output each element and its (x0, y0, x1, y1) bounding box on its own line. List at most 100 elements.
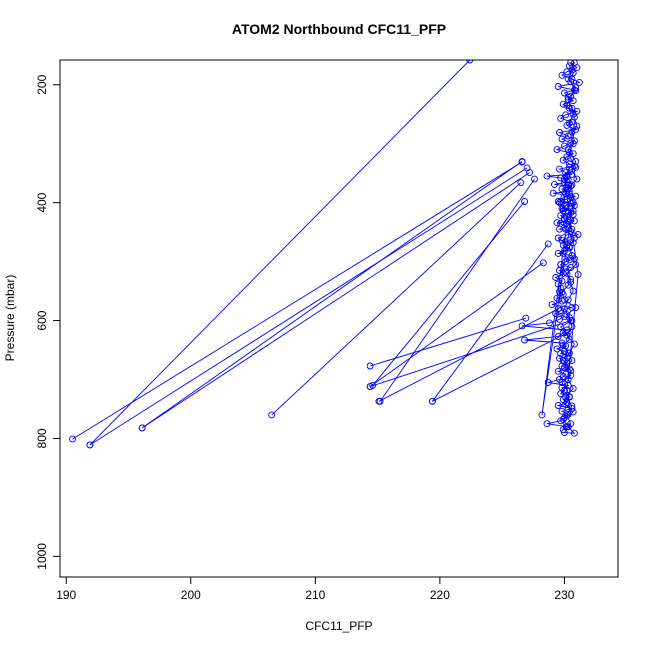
data-point (562, 169, 570, 177)
data-point (564, 184, 572, 192)
data-point (558, 236, 566, 244)
data-point (560, 296, 568, 304)
y-tick-label: 200 (35, 74, 49, 94)
excursion-line-8 (432, 243, 549, 402)
x-tick-label: 200 (181, 588, 201, 602)
data-point (560, 358, 568, 366)
data-point (521, 336, 529, 344)
data-point (548, 301, 556, 309)
data-point (558, 379, 566, 386)
data-point (268, 411, 276, 419)
data-point (565, 62, 573, 70)
data-point (567, 216, 575, 224)
data-point (570, 113, 578, 121)
data-point (466, 60, 474, 64)
data-point (564, 208, 572, 215)
data-point (563, 222, 571, 230)
x-tick-label: 220 (430, 588, 450, 602)
data-point (562, 258, 570, 266)
y-axis-label: Pressure (mbar) (3, 275, 17, 362)
data-point (564, 328, 572, 336)
data-point (559, 156, 567, 164)
data-point (554, 333, 562, 340)
data-point (543, 172, 551, 180)
data-point (562, 225, 570, 233)
data-point (570, 234, 578, 242)
data-point (517, 179, 525, 187)
excursion-line-10 (378, 308, 559, 402)
data-point (568, 402, 576, 410)
data-point (559, 341, 567, 349)
data-point (565, 119, 573, 127)
data-point (565, 349, 573, 357)
data-point (564, 96, 572, 103)
y-tick-label: 1000 (35, 543, 49, 570)
data-point (559, 329, 567, 337)
data-point (563, 386, 571, 394)
y-tick-label: 800 (35, 428, 49, 448)
data-point (570, 60, 578, 67)
data-point (567, 264, 575, 271)
x-tick-label: 230 (554, 588, 574, 602)
data-point (558, 135, 566, 143)
data-point (567, 131, 575, 139)
data-point (560, 179, 568, 187)
data-point (565, 149, 573, 157)
data-point (570, 202, 578, 210)
data-point (569, 69, 577, 77)
data-point (562, 342, 570, 350)
data-point (563, 172, 571, 180)
data-point (554, 198, 562, 205)
data-point (574, 271, 582, 279)
y-axis: 200 400 600 800 1000 (35, 74, 61, 570)
data-point (557, 350, 565, 358)
data-point (567, 78, 575, 86)
data-point (518, 157, 526, 165)
data-point (557, 323, 565, 331)
data-point (567, 60, 575, 66)
data-point (539, 259, 547, 267)
data-point (554, 305, 562, 313)
data-point (572, 304, 580, 312)
data-point (558, 407, 566, 415)
data-point (562, 393, 570, 401)
series-lines (72, 60, 581, 446)
data-point (559, 249, 567, 257)
data-point (138, 424, 146, 432)
data-point (568, 166, 576, 174)
data-point (552, 274, 560, 281)
data-point (554, 83, 562, 90)
x-tick-label: 190 (56, 588, 76, 602)
data-point (567, 139, 575, 147)
excursion-line-1 (89, 167, 528, 446)
data-point (559, 416, 567, 424)
data-point (69, 435, 76, 443)
data-point (544, 240, 552, 248)
data-point (428, 397, 436, 405)
series-points (69, 60, 583, 449)
data-point (366, 383, 374, 391)
data-point (553, 219, 561, 227)
data-point (553, 345, 561, 353)
excursion-line-3 (271, 182, 522, 416)
data-point (560, 429, 568, 437)
excursion-line-5 (369, 262, 544, 387)
data-point (572, 84, 580, 92)
data-point (522, 314, 530, 322)
data-point (573, 122, 581, 130)
data-point (568, 357, 576, 365)
data-point (559, 100, 567, 108)
data-point (543, 420, 551, 428)
data-point (569, 211, 577, 218)
data-point (572, 87, 580, 95)
data-point (575, 78, 583, 86)
excursion-line-12 (432, 331, 569, 402)
data-point (574, 231, 582, 238)
data-point (568, 128, 576, 136)
data-point (549, 189, 557, 197)
data-point (553, 294, 561, 302)
data-point (567, 420, 575, 428)
excursion-line-4 (141, 161, 523, 429)
